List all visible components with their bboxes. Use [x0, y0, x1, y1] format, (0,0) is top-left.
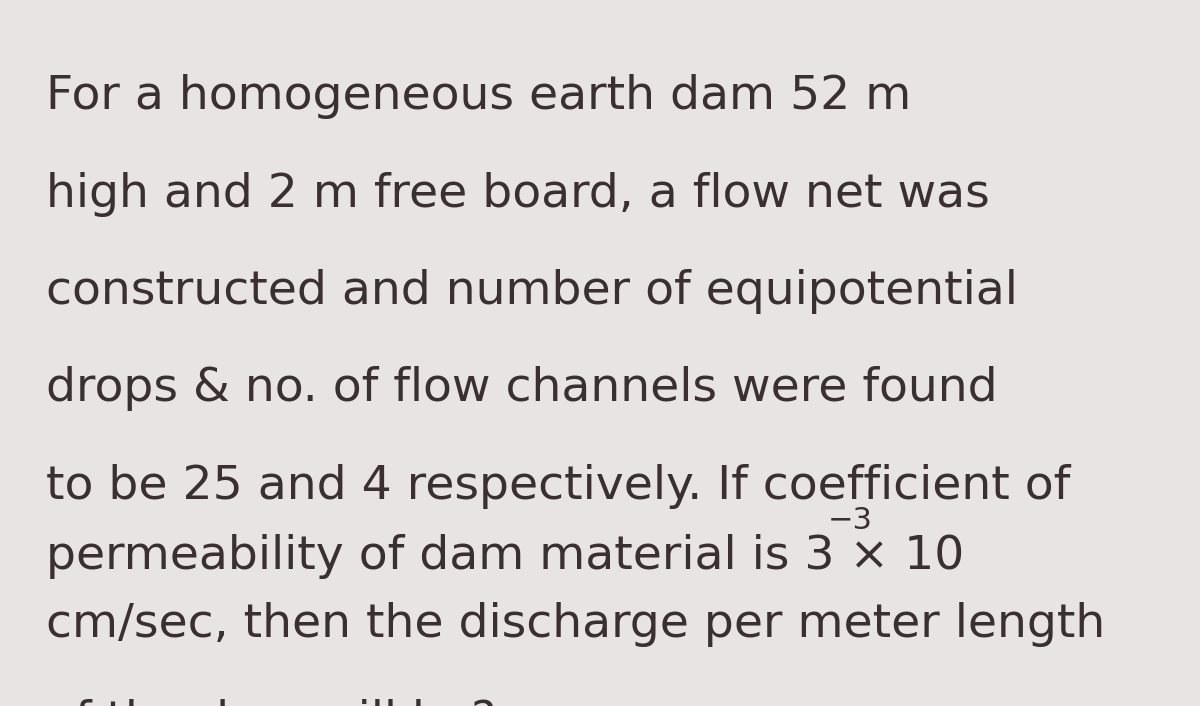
Text: constructed and number of equipotential: constructed and number of equipotential — [46, 269, 1018, 314]
Text: cm/sec, then the discharge per meter length: cm/sec, then the discharge per meter len… — [46, 602, 1105, 647]
Text: For a homogeneous earth dam 52 m: For a homogeneous earth dam 52 m — [46, 74, 911, 119]
Text: permeability of dam material is 3 × 10: permeability of dam material is 3 × 10 — [46, 534, 964, 580]
Text: −3: −3 — [828, 506, 872, 535]
Text: high and 2 m free board, a flow net was: high and 2 m free board, a flow net was — [46, 172, 989, 217]
Text: of the dam will be?: of the dam will be? — [46, 699, 496, 706]
Text: drops & no. of flow channels were found: drops & no. of flow channels were found — [46, 366, 997, 412]
Text: to be 25 and 4 respectively. If coefficient of: to be 25 and 4 respectively. If coeffici… — [46, 464, 1070, 509]
